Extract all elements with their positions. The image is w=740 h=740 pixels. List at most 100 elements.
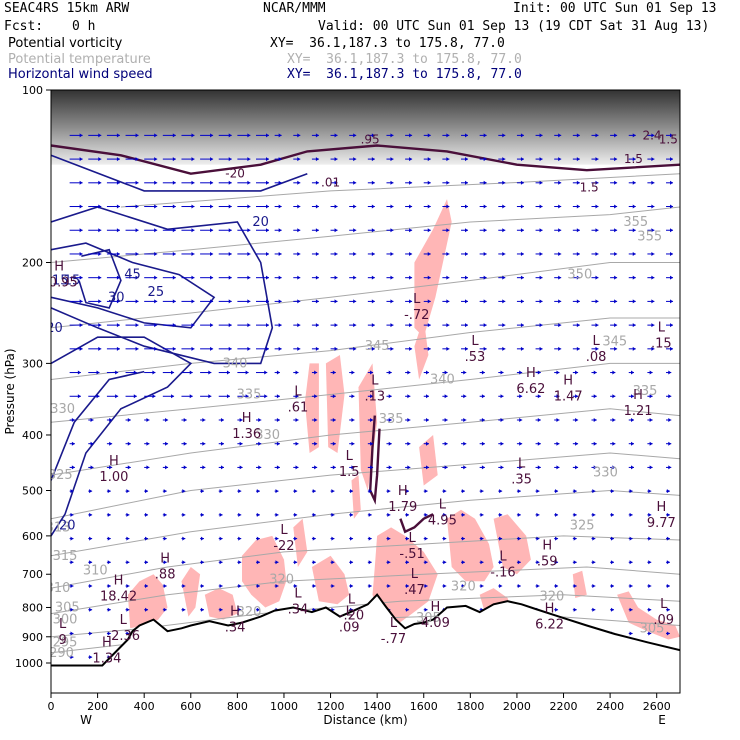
wind-vector: [647, 228, 655, 233]
wind-vector: [498, 251, 506, 256]
wind-vector: [666, 536, 670, 541]
wind-vector: [237, 584, 242, 589]
wind-vector: [88, 489, 93, 494]
wind-vector: [666, 157, 674, 162]
terrain-line: [51, 593, 680, 667]
wind-vector: [479, 204, 487, 209]
wind-vector: [311, 180, 319, 185]
pv-shade-region: [358, 363, 378, 491]
pv-extremum-marker: L: [408, 531, 416, 546]
wind-vector: [181, 394, 193, 399]
wind-vector: [461, 346, 469, 351]
wind-vector: [162, 228, 176, 233]
x-tick-label: 600: [180, 700, 201, 713]
x-tick-label: 1200: [317, 700, 345, 713]
wind-vector: [144, 133, 158, 138]
wind-vector: [293, 346, 301, 351]
pv-extremum-value: 9: [59, 633, 67, 648]
pv-contour-label: -20: [225, 167, 245, 181]
wind-vector: [256, 180, 270, 185]
pv-extremum-marker: H: [656, 500, 666, 515]
wind-vector: [535, 394, 541, 399]
wind-vector: [591, 228, 599, 233]
wind-speed-label: 20: [252, 215, 269, 230]
wind-vector: [516, 441, 523, 446]
wind-vector: [218, 133, 232, 138]
wind-vector: [423, 204, 431, 209]
wind-vector: [200, 560, 204, 565]
wind-vector: [423, 180, 431, 185]
wind-vector: [554, 512, 559, 517]
wind-vector: [479, 560, 484, 565]
wind-vector: [554, 204, 562, 209]
wind-vector: [106, 346, 120, 351]
wind-vector: [237, 204, 251, 209]
wind-vector: [442, 512, 447, 517]
wind-vector: [666, 560, 670, 565]
wind-vector: [666, 489, 670, 494]
pv-shade-region: [293, 518, 308, 567]
wind-vector: [423, 417, 429, 422]
wind-vector: [572, 133, 580, 138]
isentrope-line: [51, 535, 680, 589]
wind-vector: [88, 441, 94, 446]
wind-vector: [237, 417, 243, 422]
pv-extremum-marker: L: [294, 586, 302, 601]
wind-vector: [554, 465, 560, 470]
wind-vector: [423, 465, 429, 470]
isentrope-line: [51, 206, 680, 263]
wind-vector: [311, 323, 319, 328]
wind-vector: [218, 251, 232, 256]
model-title: SEAC4RS 15km ARW: [4, 1, 130, 16]
isentrope-line: [51, 408, 680, 476]
wind-vector: [610, 560, 614, 565]
wind-vector: [423, 323, 431, 328]
isentrope-label: 335: [237, 388, 262, 403]
wind-vector: [256, 489, 260, 494]
y-tick-label: 400: [22, 429, 43, 442]
pv-extremum-value: .53: [465, 350, 486, 365]
wind-vector: [572, 536, 577, 541]
wind-vector: [386, 441, 392, 446]
wind-vector: [516, 560, 521, 565]
wind-vector: [479, 228, 487, 233]
isentrope-label: 320: [539, 589, 564, 604]
field-theta-label: Potential temperature: [8, 52, 151, 67]
pv-shade-region: [242, 535, 287, 608]
wind-vector: [237, 489, 242, 494]
wind-vector: [628, 323, 636, 328]
wind-vector: [88, 417, 94, 422]
wind-vector: [162, 560, 167, 565]
wind-vector: [498, 133, 506, 138]
wind-vector: [666, 133, 674, 138]
wind-vector: [181, 441, 187, 446]
y-tick-label: 100: [22, 84, 43, 97]
wind-vector: [69, 275, 83, 280]
wind-vector: [554, 275, 562, 280]
wind-vector: [572, 512, 577, 517]
pv-extremum-marker: H: [54, 259, 64, 274]
wind-vector: [405, 299, 413, 304]
wind-speed-contour: [78, 248, 122, 309]
wind-vector: [106, 157, 120, 162]
isentrope-label: 330: [593, 465, 618, 480]
pv-extremum-marker: H: [526, 366, 536, 381]
wind-vector: [274, 251, 282, 256]
pv-extremum-value: 1.21: [624, 404, 653, 419]
wind-vector: [442, 180, 450, 185]
isentrope-line: [120, 173, 680, 208]
wind-vector: [405, 157, 413, 162]
pv-extremum-value: .09: [653, 613, 674, 628]
wind-vector: [256, 157, 270, 162]
isentrope-label: 335: [379, 412, 404, 427]
pv-extremum-marker: L: [390, 616, 398, 631]
wind-vector: [461, 512, 465, 517]
wind-vector: [666, 323, 674, 328]
wind-vector: [647, 536, 652, 541]
wind-vector: [144, 417, 150, 422]
wind-vector: [311, 584, 316, 589]
wind-vector: [69, 299, 83, 304]
wind-vector: [386, 251, 394, 256]
pv-extremum-marker: H: [398, 484, 408, 499]
